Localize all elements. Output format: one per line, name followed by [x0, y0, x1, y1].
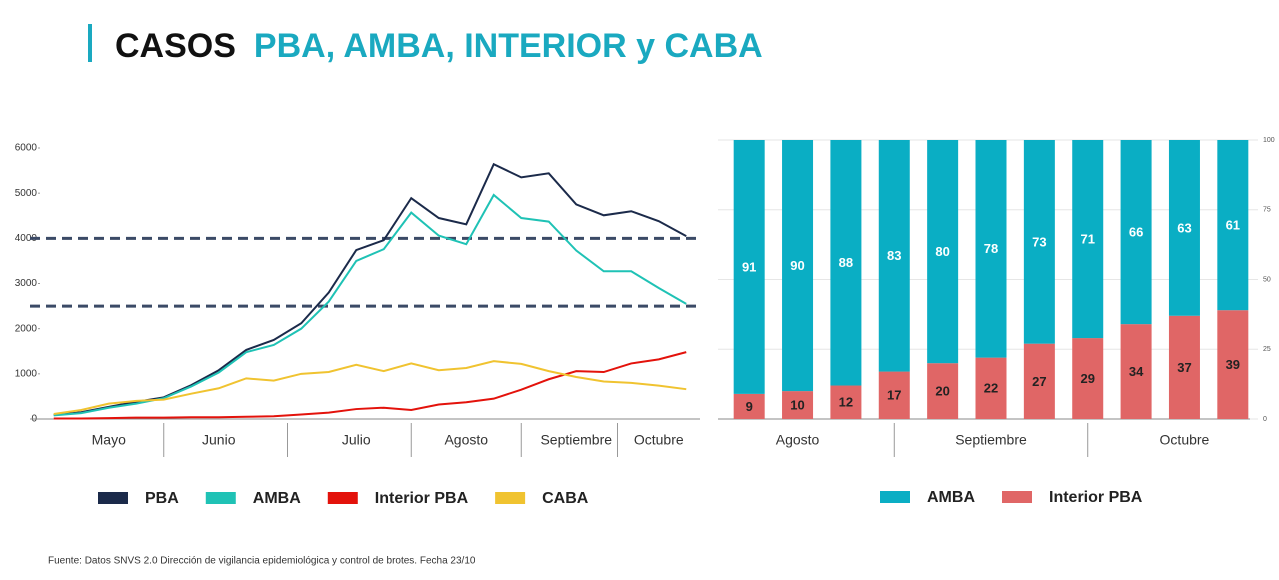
- legend-swatch: [327, 492, 358, 504]
- legend-swatch: [98, 492, 128, 504]
- value-label: 78: [984, 241, 998, 256]
- value-label: 73: [1032, 234, 1046, 249]
- legend-swatch: [495, 492, 526, 504]
- value-label: 91: [742, 259, 756, 274]
- value-label: 12: [839, 395, 853, 410]
- bar-segment: [1120, 324, 1152, 419]
- value-label: 20: [935, 384, 949, 399]
- line-series: [53, 360, 687, 416]
- value-label: 83: [887, 248, 901, 263]
- bar-segment: [975, 357, 1007, 419]
- bar-segment: [927, 140, 959, 364]
- bar-segment: [782, 391, 814, 419]
- x-tick-label: Septiembre: [540, 432, 612, 448]
- x-tick-label: Octubre: [634, 432, 684, 448]
- bar-segment: [1120, 140, 1152, 325]
- x-tick-label: Septiembre: [955, 432, 1027, 448]
- legend-label: Interior PBA: [1049, 489, 1143, 506]
- bar-segment: [1217, 140, 1249, 311]
- y-tick-label: 6000: [15, 143, 38, 154]
- value-label: 80: [935, 244, 949, 259]
- value-label: 71: [1080, 231, 1094, 246]
- bar-segment: [830, 140, 862, 386]
- y-tick-label: 2000: [15, 323, 38, 334]
- x-tick-label: Octubre: [1160, 432, 1210, 448]
- value-label: 9: [746, 399, 753, 414]
- bar-segment: [1072, 338, 1104, 419]
- x-tick-label: Junio: [202, 432, 236, 448]
- bar-segment: [878, 371, 910, 419]
- title: CASOS: [115, 27, 236, 65]
- value-label: 39: [1226, 357, 1240, 372]
- y-tick-label: 0: [1263, 416, 1267, 423]
- line-series: [53, 162, 687, 416]
- title-accent: [88, 24, 92, 62]
- bar-segment: [1168, 140, 1200, 316]
- value-label: 34: [1129, 364, 1144, 379]
- value-label: 29: [1080, 371, 1094, 386]
- legend-swatch: [880, 491, 910, 503]
- bar-segment: [927, 363, 959, 419]
- y-tick-label: 3000: [15, 278, 38, 289]
- bar-segment: [1168, 315, 1200, 419]
- x-tick-label: Julio: [342, 432, 371, 448]
- y-tick-label: 25: [1263, 346, 1271, 353]
- legend-label: Interior PBA: [375, 490, 469, 507]
- bar-segment: [782, 140, 814, 392]
- bar-segment: [830, 385, 862, 419]
- x-tick-label: Agosto: [444, 432, 488, 448]
- legend-label: CABA: [542, 490, 589, 507]
- value-label: 10: [790, 397, 804, 412]
- bar-segment: [1072, 140, 1104, 339]
- value-label: 61: [1226, 218, 1240, 233]
- value-label: 66: [1129, 225, 1143, 240]
- value-label: 37: [1177, 360, 1191, 375]
- y-tick-label: 50: [1263, 276, 1271, 283]
- legend-swatch: [1002, 491, 1032, 503]
- bar-segment: [878, 140, 910, 372]
- legend-label: PBA: [145, 490, 179, 507]
- y-tick-label: 5000: [15, 188, 38, 199]
- title-highlight: PBA, AMBA, INTERIOR y CABA: [254, 27, 763, 65]
- x-tick-label: Mayo: [92, 432, 126, 448]
- value-label: 17: [887, 388, 901, 403]
- value-label: 88: [839, 255, 853, 270]
- value-label: 63: [1177, 220, 1191, 235]
- y-tick-label: 75: [1263, 207, 1271, 214]
- bar-segment: [733, 140, 765, 394]
- legend-swatch: [205, 492, 236, 504]
- bar-segment: [1217, 310, 1249, 419]
- value-label: 27: [1032, 374, 1046, 389]
- bar-segment: [733, 393, 765, 419]
- bar-segment: [975, 140, 1007, 358]
- bar-segment: [1023, 140, 1055, 344]
- legend-label: AMBA: [253, 490, 301, 507]
- footnote: Fuente: Datos SNVS 2.0 Dirección de vigi…: [48, 556, 476, 567]
- bar-segment: [1023, 343, 1055, 419]
- y-tick-label: 1000: [15, 368, 38, 379]
- value-label: 90: [790, 258, 804, 273]
- x-tick-label: Agosto: [776, 432, 820, 448]
- legend-label: AMBA: [927, 489, 975, 506]
- y-tick-label: 100: [1263, 137, 1275, 144]
- line-series: [53, 351, 687, 420]
- value-label: 22: [984, 381, 998, 396]
- y-tick-label: 4000: [15, 233, 38, 244]
